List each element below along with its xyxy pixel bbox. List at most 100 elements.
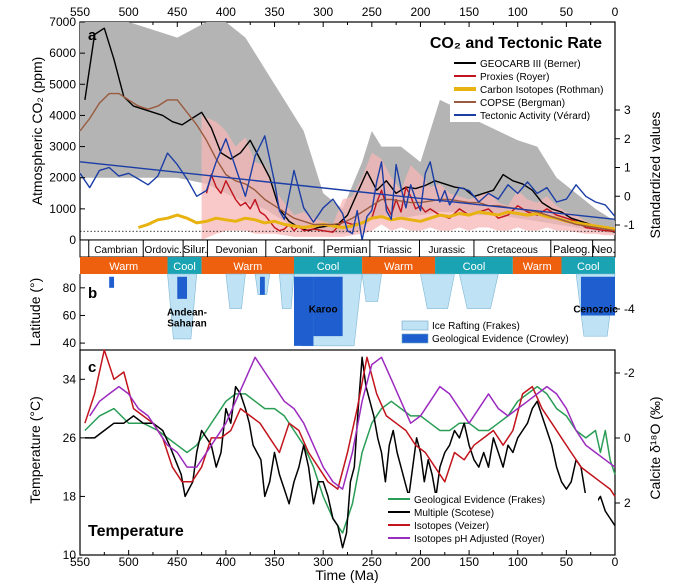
climate-block-0: [80, 257, 168, 274]
climate-label-6: Warm: [523, 261, 552, 273]
legend-label-carbon-isotopes-rothman: Carbon Isotopes (Rothman): [480, 85, 603, 96]
climate-label-4: Warm: [384, 261, 413, 273]
bottom-tick-label-550: 550: [70, 555, 90, 569]
a-y2tick-label-1: 1: [624, 161, 631, 175]
climate-label-5: Cool: [463, 261, 486, 273]
top-tick-label-350: 350: [265, 5, 285, 19]
b-ytick-label-40: 40: [63, 336, 77, 350]
top-tick-label-150: 150: [459, 5, 479, 19]
period-label-neo: Neo.: [592, 244, 615, 256]
top-time-axis: 550 500 450 400 350 300 250 200 150 100 50 0: [70, 5, 619, 27]
legend-label-copse-bergman: COPSE (Bergman): [480, 98, 565, 109]
ice-rafting-7: [458, 273, 499, 309]
line-tectonic-activity-v-rard: [79, 135, 616, 241]
legend-label-proxies-royer: Proxies (Royer): [480, 72, 549, 83]
crowley-evidence-0: [109, 276, 115, 288]
bottom-tick-label-250: 250: [362, 555, 382, 569]
climate-block-4: [362, 257, 436, 274]
a-ytick-label-3000: 3000: [49, 140, 76, 154]
climate-label-0: Warm: [109, 261, 138, 273]
a-y2tick-label--1: -1: [624, 218, 635, 232]
legend-label-geological-evidence-frakes: Geological Evidence (Frakes): [414, 495, 545, 506]
c-ytick-label-26: 26: [63, 431, 77, 445]
a-y2tick-label-3: 3: [624, 103, 631, 117]
bottom-tick-label-0: 0: [612, 555, 619, 569]
legend-swatch-ice-rafting-frakes: [401, 320, 429, 331]
bottom-tick-label-350: 350: [265, 555, 285, 569]
top-tick-label-0: 0: [612, 5, 619, 19]
panel-b-annotations: Andean-Saharan Karoo Cenozoic: [167, 305, 618, 330]
bottom-tick-label-150: 150: [459, 555, 479, 569]
panel-c-letter: c: [88, 359, 96, 376]
panel-a-title: CO₂ and Tectonic Rate: [430, 35, 602, 52]
bottom-time-axis: 550 500 450 400 350 300 250 200 150 100 50 0: [70, 550, 619, 569]
climate-block-1: [167, 257, 202, 274]
legend-swatch-geological-evidence-crowley: [401, 333, 429, 344]
panel-c-title: Temperature: [88, 523, 184, 540]
bottom-tick-label-400: 400: [216, 555, 236, 569]
panel-a-y2label: Standardized values: [647, 112, 663, 239]
panel-c-ylabel: Temperature (°C): [27, 396, 43, 504]
legend-label-isotopes-ph-adjusted-royer: Isotopes pH Adjusted (Royer): [414, 534, 545, 545]
ice-rafting-5: [361, 273, 382, 302]
panel-a-ylabel: Atmospheric CO₂ (ppm): [29, 57, 45, 206]
crowley-evidence-1: [177, 276, 187, 299]
line-geological-evidence-frakes: [84, 385, 616, 534]
a-ytick-label-2000: 2000: [49, 171, 76, 185]
climate-block-7: [561, 257, 615, 274]
panel-a-co2-tectonic: 0 1000 2000 3000 4000 5000 6000 7000 -1 0 1 2 3 a CO…: [29, 15, 663, 247]
a-ytick-label-0: 0: [69, 233, 76, 247]
period-label-permian: Permian: [327, 244, 368, 256]
c-y2tick-label-0: 0: [624, 431, 631, 445]
bottom-tick-label-450: 450: [167, 555, 187, 569]
c-ytick-label-10: 10: [63, 548, 77, 562]
line-carbon-isotopes-rothman: [137, 210, 616, 231]
climate-label-2: Warm: [233, 261, 262, 273]
ice-rafting-6: [420, 273, 455, 309]
legend-label-multiple-scotese: Multiple (Scotese): [414, 508, 494, 519]
crowley-evidence-5: [580, 276, 615, 316]
a-legend-background: [450, 56, 612, 122]
geologic-period-bar: Cambrian Ordovic. Silur. Devonian Carbonif. P…: [79, 239, 616, 258]
a-ytick-label-7000: 7000: [49, 15, 76, 29]
annotation-andean-saharan: Andean-Saharan: [167, 307, 207, 329]
climate-block-2: [201, 257, 294, 274]
legend-label-isotopes-veizer: Isotopes (Veizer): [414, 521, 489, 532]
annotation-cenozoic: Cenozoic: [573, 305, 618, 316]
c-ytick-label-34: 34: [63, 372, 77, 386]
period-label-ordovic: Ordovic.: [145, 245, 182, 256]
top-tick-label-250: 250: [362, 5, 382, 19]
panel-b-letter: b: [88, 285, 97, 302]
top-tick-label-200: 200: [410, 5, 430, 19]
top-tick-label-400: 400: [216, 5, 236, 19]
c-ytick-label-18: 18: [63, 489, 77, 503]
top-tick-label-450: 450: [167, 5, 187, 19]
ice-rafting-1: [225, 273, 246, 309]
line-multiple-scotese: [84, 356, 616, 549]
a-ytick-label-1000: 1000: [49, 202, 76, 216]
period-label-cambrian: Cambrian: [94, 245, 137, 256]
line-proxies-royer: [205, 173, 616, 233]
line-isotopes-veizer: [84, 349, 616, 497]
line-geocarb-iii-berner: [84, 27, 616, 233]
c-legend-background: [384, 493, 598, 548]
climate-block-6: [512, 257, 562, 274]
top-tick-label-100: 100: [508, 5, 528, 19]
top-tick-label-550: 550: [70, 5, 90, 19]
panel-a-legend: GEOCARB III (Berner) Proxies (Royer) Carbo…: [450, 56, 612, 122]
c-y2tick-label--2: -2: [624, 366, 635, 380]
bottom-tick-label-100: 100: [508, 555, 528, 569]
b-y2tick-label--4: -4: [624, 302, 635, 316]
bottom-tick-label-300: 300: [313, 555, 333, 569]
top-tick-label-50: 50: [560, 5, 574, 19]
crowley-evidence-4: [313, 276, 343, 337]
legend-label-ice-rafting-frakes: Ice Rafting (Frakes): [432, 321, 520, 332]
bottom-tick-label-200: 200: [410, 555, 430, 569]
climate-state-bar: Warm Cool Warm Cool Warm Cool Warm Cool: [80, 257, 615, 274]
period-label-silur: Silur.: [183, 244, 207, 256]
panel-c-temperature: 10 18 26 34 -2 0 2 c Temperature Temperature (…: [27, 349, 663, 562]
a-ytick-label-4000: 4000: [49, 108, 76, 122]
tectonic-trend-line: [79, 161, 616, 220]
period-label-triassic: Triassic: [378, 245, 412, 256]
